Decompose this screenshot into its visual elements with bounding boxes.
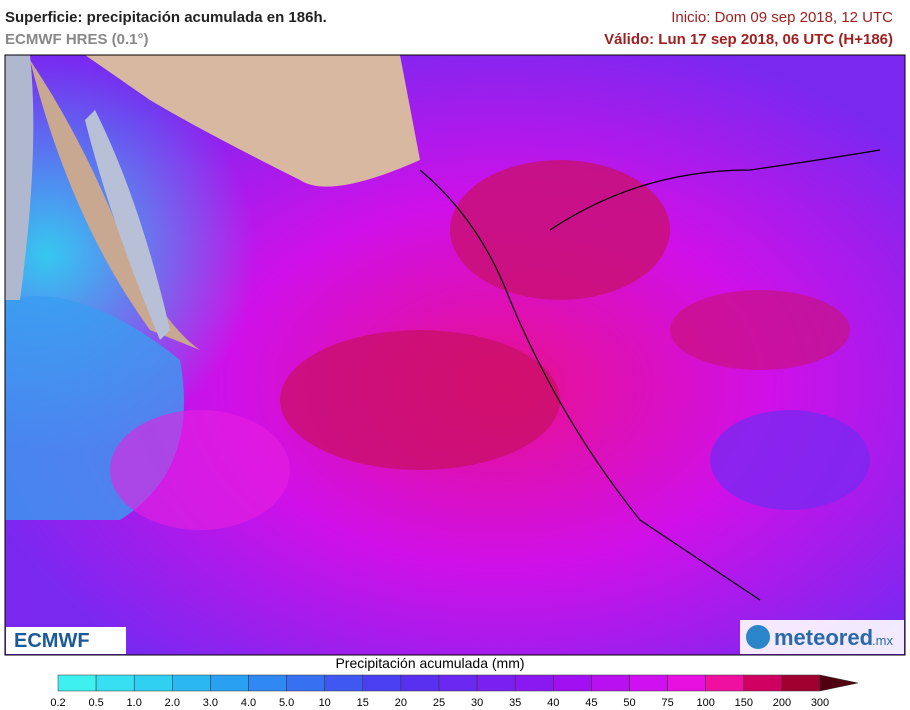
meteored-logo: meteored	[774, 625, 873, 650]
colorbar-label: 5.0	[279, 697, 294, 709]
colorbar-bin	[438, 674, 478, 692]
colorbar-label: 300	[811, 697, 829, 709]
colorbar-bin	[172, 674, 211, 692]
colorbar-label: 30	[471, 697, 483, 709]
colorbar-label: 3.0	[203, 697, 218, 709]
colorbar-label: 45	[585, 697, 597, 709]
colorbar-bin	[95, 674, 135, 692]
colorbar-bin	[781, 674, 821, 692]
meteored-suffix: .mx	[872, 633, 893, 648]
colorbar-label: 0.5	[88, 697, 103, 709]
colorbar-bin	[591, 674, 630, 692]
colorbar-bin	[57, 674, 97, 692]
colorbar-arrow	[819, 674, 859, 692]
colorbar-bin	[324, 674, 364, 692]
colorbar: 0.2 0.5 1.0 2.0 3.0 4.0 5.0 10 15 20 25 30 35 40 45 50 7…	[50, 674, 859, 709]
colorbar-bin	[286, 674, 325, 692]
colorbar-label: 50	[623, 697, 635, 709]
colorbar-label: 75	[661, 697, 673, 709]
map: ECMWF meteored .mx	[4, 54, 906, 656]
colorbar-bin	[248, 674, 287, 692]
colorbar-label: 4.0	[241, 697, 256, 709]
colorbar-bin	[667, 674, 706, 692]
colorbar-label: 35	[509, 697, 521, 709]
colorbar-bin	[629, 674, 668, 692]
colorbar-bin	[476, 674, 516, 692]
init-time: Inicio: Dom 09 sep 2018, 12 UTC	[671, 9, 893, 26]
colorbar-label: 150	[735, 697, 753, 709]
colorbar-label: 200	[773, 697, 791, 709]
title: Superficie: precipitación acumulada en 1…	[5, 9, 327, 26]
colorbar-label: 40	[547, 697, 559, 709]
colorbar-bin	[514, 674, 554, 692]
colorbar-label: 25	[433, 697, 445, 709]
colorbar-bin	[210, 674, 249, 692]
colorbar-bin	[705, 674, 745, 692]
valid-time: Válido: Lun 17 sep 2018, 06 UTC (H+186)	[604, 31, 893, 48]
colorbar-label: 20	[395, 697, 407, 709]
colorbar-label: 15	[357, 697, 369, 709]
colorbar-bin	[362, 674, 402, 692]
ecmwf-logo: ECMWF	[14, 630, 90, 652]
colorbar-label: 0.2	[50, 697, 65, 709]
legend-title: Precipitación acumulada (mm)	[335, 655, 524, 671]
colorbar-label: 2.0	[165, 697, 180, 709]
colorbar-bin	[743, 674, 783, 692]
colorbar-bin	[133, 674, 173, 692]
colorbar-bin	[553, 674, 592, 692]
colorbar-label: 1.0	[127, 697, 142, 709]
model: ECMWF HRES (0.1°)	[5, 31, 149, 48]
colorbar-label: 10	[319, 697, 331, 709]
colorbar-bin	[400, 674, 440, 692]
colorbar-label: 100	[697, 697, 715, 709]
